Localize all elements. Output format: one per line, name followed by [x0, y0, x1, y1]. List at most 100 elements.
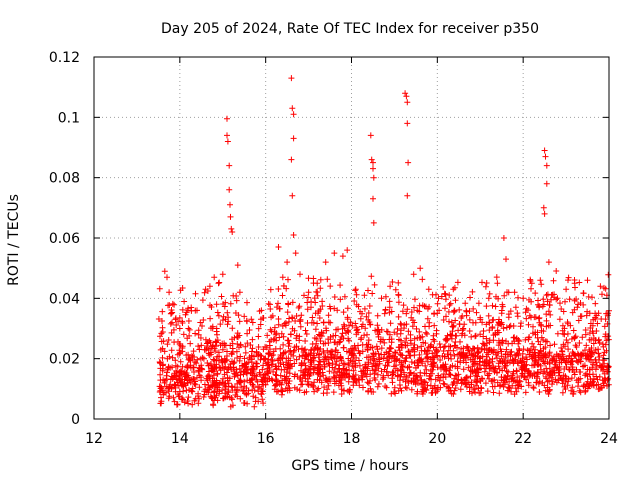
data-point-peak [219, 271, 226, 278]
data-point [446, 318, 452, 325]
data-point [535, 338, 542, 345]
data-point [362, 364, 369, 371]
data-point [601, 323, 608, 330]
data-point [380, 374, 387, 381]
data-point-peak [352, 286, 359, 293]
data-point [600, 343, 607, 350]
data-point [544, 378, 551, 385]
data-point-peak [288, 75, 295, 82]
data-point [246, 327, 253, 333]
data-point [544, 298, 551, 305]
data-point [424, 382, 431, 389]
data-point [282, 319, 289, 326]
data-point [179, 343, 186, 350]
data-point-peak [404, 120, 411, 127]
data-point [201, 381, 208, 388]
data-point [368, 273, 375, 280]
data-point-peak [402, 90, 409, 97]
data-point [188, 376, 195, 383]
data-point [302, 346, 309, 353]
data-point [211, 388, 218, 395]
data-point [562, 298, 568, 305]
data-point [331, 375, 338, 382]
data-point [503, 338, 509, 345]
data-point [317, 306, 324, 313]
data-point [303, 331, 310, 337]
data-point [179, 363, 186, 370]
data-point [575, 379, 582, 386]
data-point [214, 370, 221, 377]
data-point [331, 294, 338, 300]
data-point [304, 371, 311, 378]
data-point-peak [500, 235, 507, 241]
x-axis-label: GPS time / hours [291, 458, 408, 474]
data-point [243, 317, 250, 324]
data-point [381, 351, 388, 358]
data-point [216, 279, 223, 286]
data-point [454, 358, 461, 365]
data-point [582, 327, 589, 333]
data-point [601, 284, 607, 291]
data-point [349, 363, 356, 370]
data-point [248, 377, 255, 384]
data-point [576, 279, 583, 286]
data-point [426, 319, 433, 326]
data-point [190, 364, 197, 371]
data-point [236, 332, 243, 339]
data-point [570, 327, 577, 334]
data-point [547, 322, 554, 329]
data-point [310, 319, 317, 326]
data-point [234, 387, 240, 394]
data-point-peak [434, 310, 441, 317]
data-point [495, 329, 502, 336]
data-point [258, 391, 265, 398]
data-point [466, 328, 473, 334]
data-point [505, 314, 512, 321]
data-point [440, 317, 447, 323]
data-point [395, 313, 402, 320]
data-point [378, 345, 385, 352]
data-point [442, 343, 449, 350]
data-point [249, 370, 256, 376]
data-point [418, 343, 425, 350]
data-point [159, 345, 166, 352]
data-point [576, 387, 583, 394]
data-point [260, 378, 266, 385]
data-point [355, 342, 361, 349]
data-point [381, 310, 388, 317]
data-point [401, 325, 407, 332]
data-point [411, 360, 418, 367]
data-point [290, 352, 297, 359]
data-point [437, 344, 444, 351]
data-point [509, 340, 516, 347]
data-point [421, 379, 428, 386]
data-point [307, 371, 314, 377]
data-point [491, 376, 498, 383]
data-point [540, 345, 547, 352]
data-point [195, 400, 202, 407]
data-point [169, 354, 176, 361]
data-point [224, 375, 231, 382]
data-point [350, 350, 356, 357]
data-point [479, 279, 485, 286]
data-point [374, 361, 381, 368]
data-point [363, 341, 370, 348]
data-point [158, 385, 165, 391]
data-point [387, 320, 394, 327]
data-point [340, 366, 347, 373]
data-point [293, 313, 300, 319]
data-point [159, 308, 166, 315]
data-point [177, 358, 184, 365]
data-point [493, 351, 499, 358]
data-point [237, 353, 244, 360]
data-point [553, 357, 560, 364]
data-point [373, 343, 380, 350]
data-point [356, 362, 363, 369]
data-point [180, 331, 187, 338]
data-point [327, 334, 334, 340]
data-point [402, 342, 409, 349]
data-point [502, 354, 509, 361]
data-point [167, 376, 174, 383]
data-point [563, 337, 570, 343]
data-point-peak [290, 232, 297, 238]
